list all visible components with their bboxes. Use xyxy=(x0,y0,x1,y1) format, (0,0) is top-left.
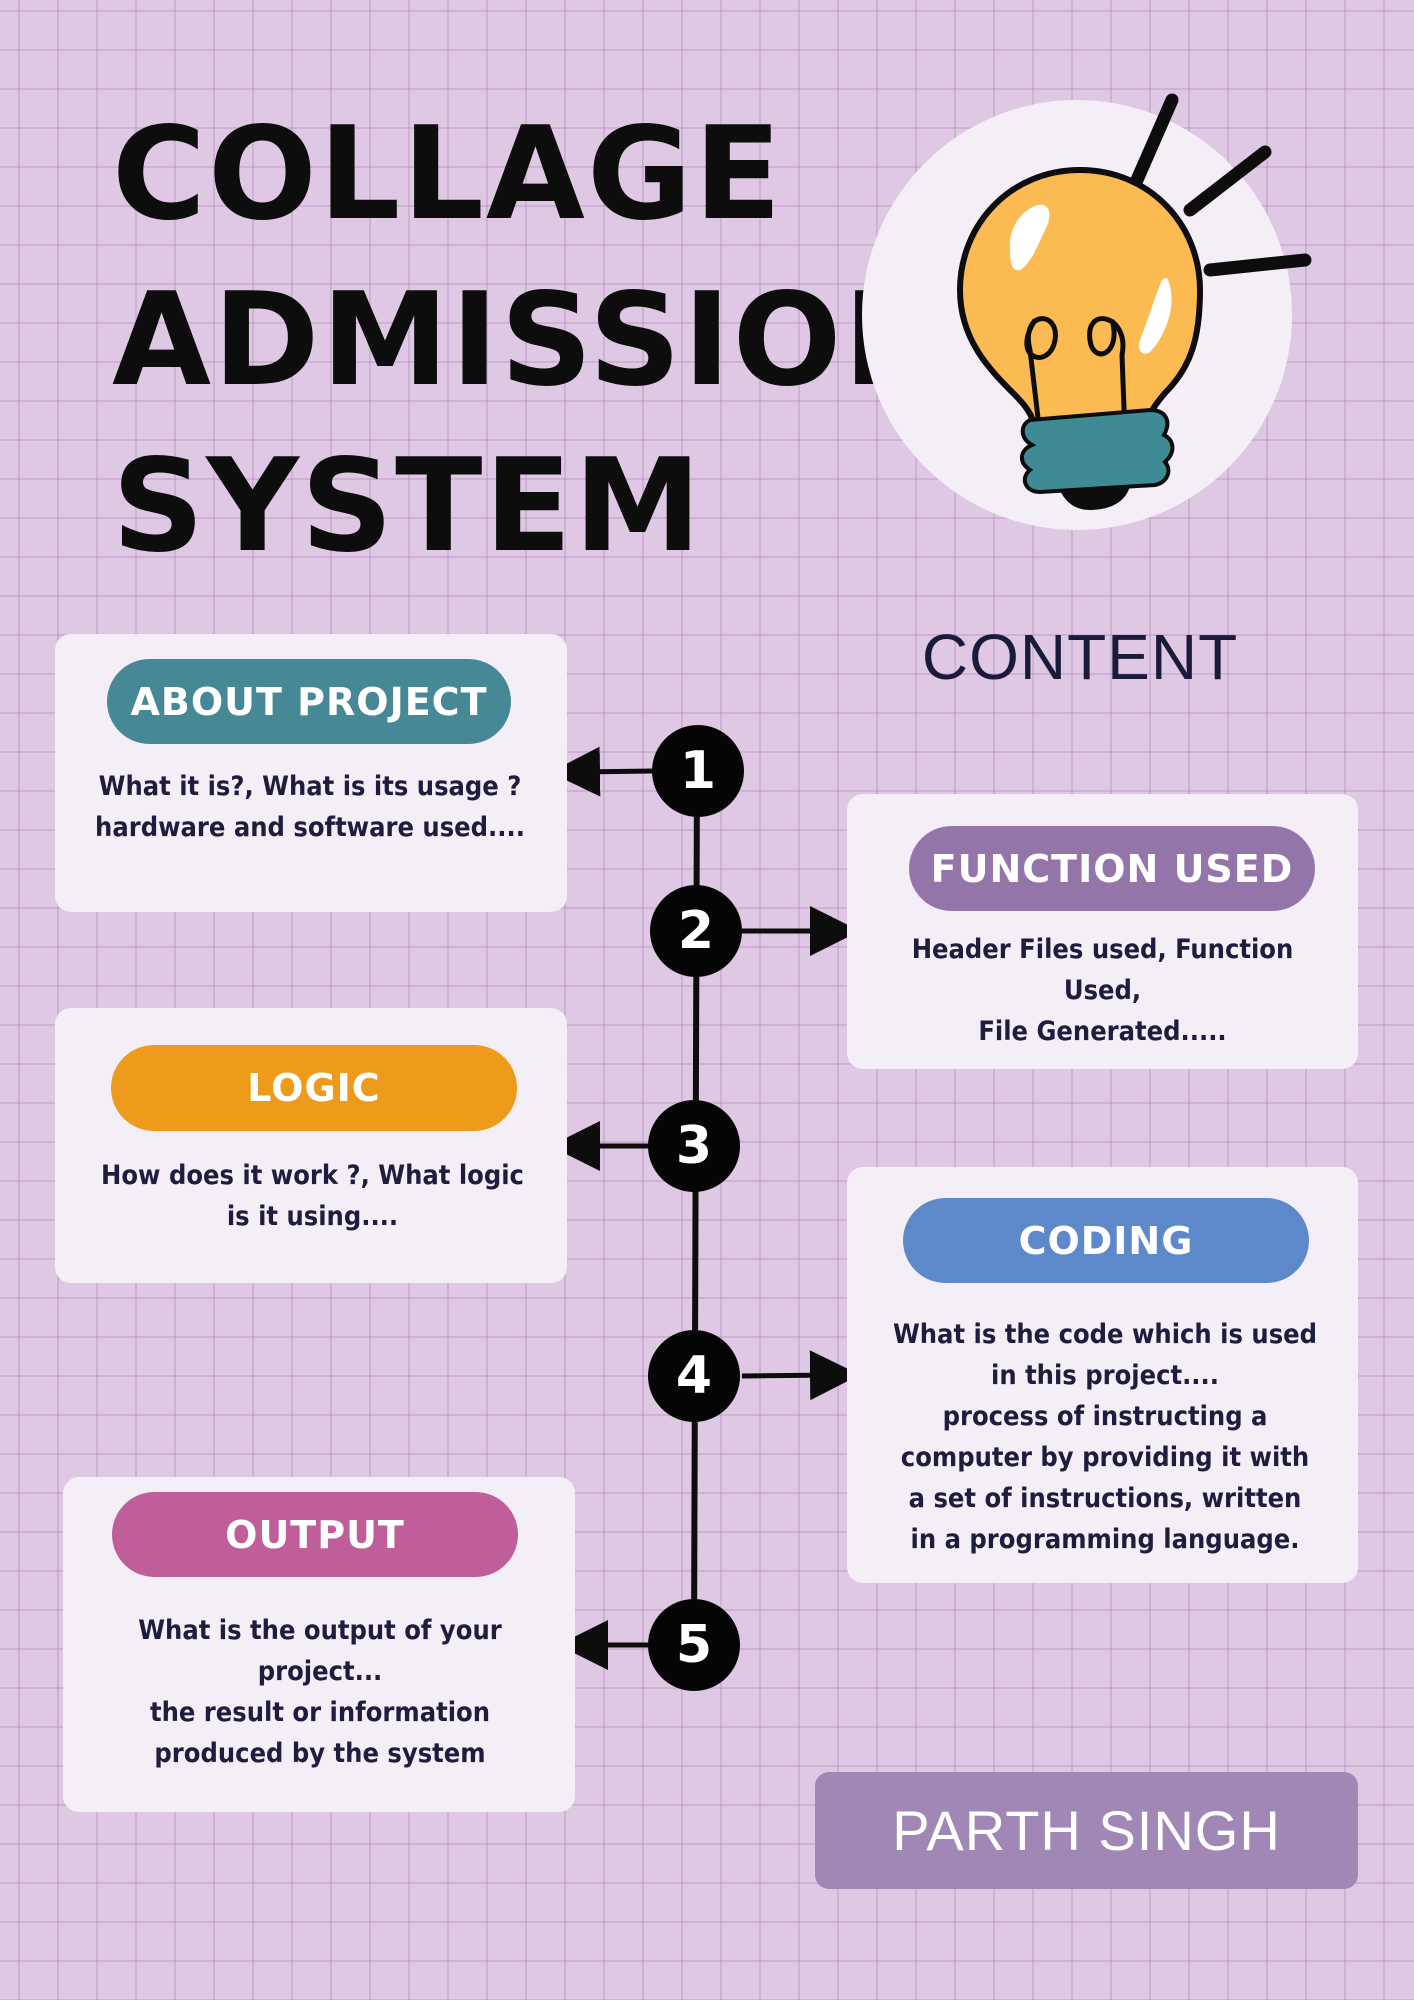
about-project-description: What it is?, What is its usage ? hardwar… xyxy=(95,771,525,843)
page-title: COLLAGE ADMISSION SYSTEM xyxy=(112,92,953,590)
step-number-4: 4 xyxy=(648,1330,740,1422)
step-number-1: 1 xyxy=(652,725,744,817)
title-line-1: COLLAGE xyxy=(112,100,784,249)
coding-label: CODING xyxy=(903,1198,1309,1283)
title-line-2: ADMISSION xyxy=(112,266,953,415)
arrow-4 xyxy=(741,1350,860,1401)
step-number-3: 3 xyxy=(648,1100,740,1192)
content-heading: CONTENT xyxy=(921,621,1239,693)
logic-description: How does it work ?, What logic is it usi… xyxy=(101,1160,524,1232)
coding-description: What is the code which is used in this p… xyxy=(892,1319,1318,1555)
about-project-label: ABOUT PROJECT xyxy=(107,659,511,744)
title-line-3: SYSTEM xyxy=(112,432,704,581)
output-label: OUTPUT xyxy=(112,1492,518,1577)
function-used-description: Header Files used, Function Used, File G… xyxy=(911,934,1294,1047)
function-used-label: FUNCTION USED xyxy=(909,826,1315,911)
step-number-5: 5 xyxy=(648,1599,740,1691)
arrow-1 xyxy=(550,746,653,797)
author-name: PARTH SINGH xyxy=(815,1772,1358,1889)
step-number-2: 2 xyxy=(650,885,742,977)
logic-label: LOGIC xyxy=(111,1045,517,1131)
output-description: What is the output of your project... th… xyxy=(138,1615,502,1769)
lightbulb-icon xyxy=(860,90,1320,540)
